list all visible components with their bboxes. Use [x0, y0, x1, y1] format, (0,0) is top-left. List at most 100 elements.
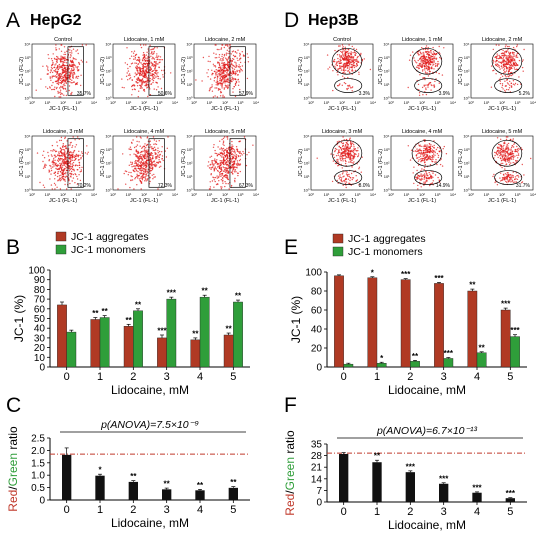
flow-y-tick: 10⁴: [186, 42, 192, 47]
flow-dot: [50, 167, 52, 169]
flow-dot: [158, 154, 161, 156]
flow-dot: [52, 166, 54, 168]
flow-dot: [420, 179, 422, 181]
y-axis-label-part: ratio: [6, 426, 20, 453]
flow-dot: [506, 143, 508, 146]
flow-dot: [423, 160, 426, 162]
flow-dot: [139, 44, 142, 46]
flow-dot: [512, 175, 514, 177]
flow-x-tick: 10⁰: [29, 100, 35, 105]
flow-dot: [151, 168, 154, 171]
flow-dot: [513, 52, 515, 54]
flow-dot: [211, 180, 214, 182]
flow-dot: [153, 58, 156, 60]
flow-dot: [130, 163, 132, 166]
flow-dot: [333, 58, 336, 61]
flow-dot: [342, 180, 345, 182]
flow-dot: [238, 152, 241, 154]
x-tick-label: 0: [64, 371, 70, 383]
flow-dot: [428, 67, 430, 69]
flow-dot: [58, 65, 60, 67]
flow-dot: [137, 157, 139, 159]
flow-dot: [426, 151, 428, 153]
flow-dot: [63, 64, 66, 67]
flow-dot: [426, 53, 428, 56]
flow-dot: [422, 151, 425, 154]
flow-dot: [117, 188, 119, 190]
flow-dot: [349, 158, 351, 161]
flow-dot: [76, 178, 79, 180]
flow-dot: [132, 139, 134, 141]
flow-dot: [502, 146, 504, 148]
flow-dot: [220, 75, 222, 77]
flow-x-label: JC-1 (FL-1): [211, 198, 239, 204]
flow-dot: [243, 152, 245, 155]
flow-dot: [348, 150, 350, 152]
flow-dot: [59, 72, 61, 75]
flow-dot: [247, 61, 250, 63]
bar-aggregates: [190, 339, 201, 368]
flow-y-tick: 10³: [464, 55, 470, 60]
flow-dot: [211, 90, 214, 92]
flow-dot: [46, 68, 49, 70]
flow-dot: [435, 64, 437, 67]
flow-dot: [509, 80, 511, 83]
flow-dot: [57, 68, 59, 71]
y-axis-label-part: /: [283, 490, 297, 494]
flow-dot: [507, 89, 510, 91]
flow-dot: [512, 55, 514, 57]
flow-dot: [343, 50, 345, 52]
flow-dot: [222, 153, 224, 155]
flow-dot: [60, 50, 63, 52]
flow-dot: [153, 77, 156, 80]
flow-dot: [164, 150, 166, 152]
flow-dot: [414, 150, 417, 152]
flow-dot: [77, 75, 80, 78]
flow-gate: [67, 46, 84, 96]
flow-dot: [141, 146, 144, 148]
flow-dot: [431, 84, 433, 87]
flow-dot: [232, 54, 235, 57]
flow-dot: [154, 72, 156, 74]
flow-dot: [72, 76, 74, 79]
flow-dot: [49, 77, 51, 79]
flow-dot: [68, 170, 71, 172]
flow-dot: [219, 88, 221, 91]
flow-y-label: JC-1 (FL-2): [19, 149, 25, 177]
flow-dot: [337, 57, 339, 60]
flow-dot: [432, 155, 434, 157]
flow-dot: [165, 156, 168, 158]
flow-dot: [134, 58, 136, 60]
flow-dot: [440, 158, 442, 160]
flow-dot: [66, 78, 68, 80]
flow-dot: [52, 88, 54, 91]
flow-dot: [510, 156, 512, 158]
flow-y-tick: 10³: [106, 55, 112, 60]
flow-dot: [342, 50, 344, 52]
flow-dot: [142, 60, 144, 62]
flow-dot: [136, 165, 138, 167]
flow-y-tick: 10³: [187, 55, 193, 60]
flow-dot: [158, 140, 160, 142]
flow-dot: [211, 167, 213, 169]
x-tick-label: 2: [407, 506, 413, 518]
flow-dot: [344, 150, 346, 153]
flow-dot: [341, 84, 343, 87]
flow-dot: [136, 67, 138, 69]
flow-dot: [510, 74, 512, 77]
flow-dot: [231, 140, 233, 143]
flow-dot: [504, 156, 506, 158]
flow-dot: [161, 151, 163, 153]
flow-dot: [136, 144, 139, 146]
flow-dot: [424, 60, 426, 62]
significance-marker: **: [192, 329, 199, 338]
flow-dot: [352, 151, 355, 153]
flow-dot: [225, 85, 227, 87]
flow-dot: [428, 151, 430, 153]
flow-dot: [418, 149, 420, 151]
flow-dot: [498, 143, 500, 146]
flow-dot: [156, 58, 158, 61]
flow-dot: [55, 47, 57, 49]
flow-dot: [349, 179, 351, 182]
flow-dot: [418, 92, 421, 94]
